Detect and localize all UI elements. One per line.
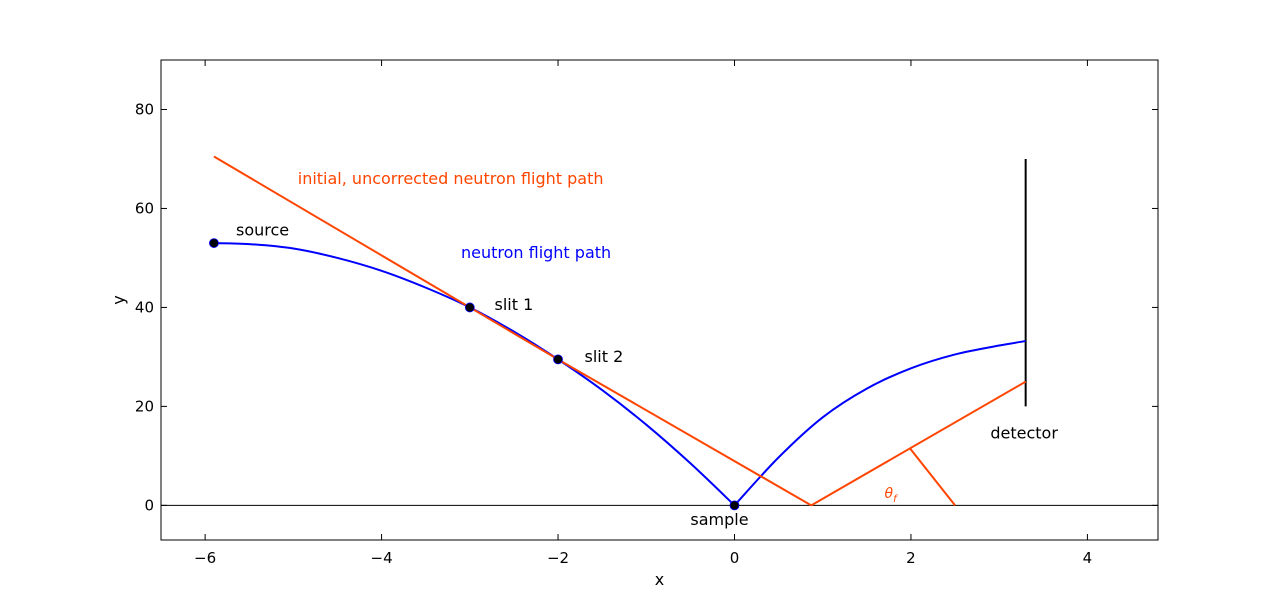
marker-slit-1: [464, 302, 475, 313]
plot-frame: [160, 59, 1159, 541]
series-line-1: [733, 340, 1026, 507]
marker-slit-2: [553, 354, 563, 365]
x-tick-label: 0: [730, 549, 740, 567]
y-tick-label: 20: [135, 397, 154, 415]
y-tick-label: 0: [144, 496, 154, 514]
x-tick-label: 4: [1083, 549, 1093, 567]
annotation-slit: slit 2: [585, 347, 624, 366]
y-axis-label: y: [109, 295, 128, 304]
marker-sample: [729, 500, 740, 511]
x-tick-label: −2: [547, 549, 569, 567]
marker-layer: [209, 238, 740, 511]
series-line-3: [810, 380, 1027, 507]
annotation-theta-f: θf: [884, 486, 898, 505]
series-line-4: [909, 447, 956, 506]
annotation-slit: slit 1: [495, 295, 534, 314]
annotation-initial: initial, uncorrected neutron flight path: [298, 169, 604, 188]
y-tick-label: 80: [135, 100, 154, 118]
annotation-detector: detector: [990, 424, 1058, 443]
annotation-source: source: [236, 221, 289, 240]
y-tick-label: 60: [135, 199, 154, 217]
y-tick-label: 40: [135, 298, 154, 316]
x-tick-label: −6: [194, 549, 216, 567]
annotation-layer: source slit 1 slit 2 sample detector initial,…: [236, 169, 1058, 529]
marker-source: [209, 238, 219, 248]
x-tick-label: 2: [906, 549, 916, 567]
series-line-2: [213, 155, 812, 507]
x-axis-label: x: [655, 570, 664, 589]
x-tick-label: −4: [371, 549, 393, 567]
annotation-sample: sample: [690, 510, 748, 529]
annotation-neutron: neutron flight path: [461, 243, 611, 262]
